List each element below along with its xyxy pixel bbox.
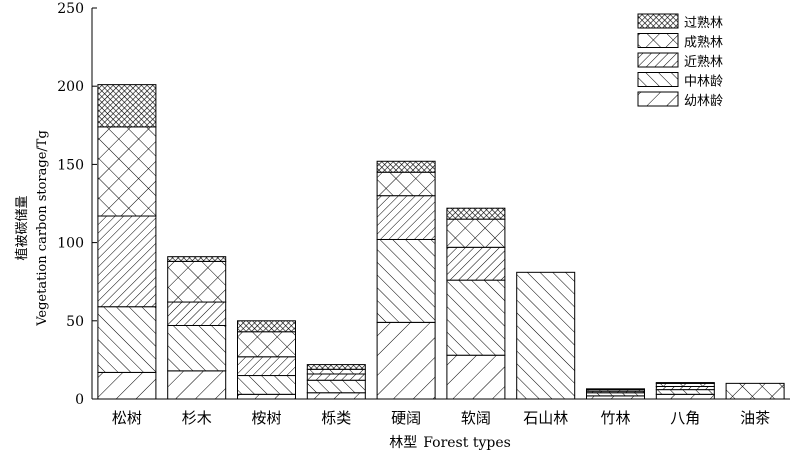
- legend-item: 过熟林: [637, 13, 723, 31]
- legend-label: 成熟林: [684, 35, 723, 51]
- bar-segment: [167, 370, 227, 400]
- y-tick-label: 250: [57, 1, 84, 17]
- bar-segment: [237, 393, 296, 400]
- bar-segment: [586, 388, 645, 391]
- bar-stack: [725, 382, 785, 400]
- bar-segment: [306, 368, 366, 375]
- bar-segment: [237, 320, 296, 333]
- legend-item: 中林龄: [637, 72, 723, 90]
- x-axis-label: 林型 Forest types: [389, 435, 511, 451]
- bar-segment: [306, 379, 366, 394]
- legend-item: 成熟林: [637, 33, 723, 51]
- bar-segment: [167, 256, 227, 262]
- bar-segment: [446, 207, 506, 220]
- bar-stack: [446, 207, 506, 400]
- x-axis-label-cn: 林型: [389, 435, 417, 451]
- legend-label: 近熟林: [684, 54, 723, 70]
- x-tick-label: 软阔: [461, 409, 491, 427]
- bar-segment: [655, 393, 715, 400]
- bar-stack: [655, 382, 715, 400]
- bar-segment: [97, 371, 157, 400]
- y-axis: 0 50 100 150 200 250: [57, 1, 97, 408]
- bar-segment: [97, 306, 157, 373]
- y-axis-label-en: Vegetation carbon storage/Tg: [35, 130, 50, 327]
- x-tick-label: 松树: [112, 409, 142, 427]
- x-tick-label: 竹林: [600, 409, 630, 427]
- bar-segment: [446, 246, 506, 281]
- bar-segment: [237, 331, 296, 358]
- y-axis-label-cn: 植被碳储量: [15, 195, 30, 260]
- bar-stack: [586, 388, 645, 400]
- bar-segment: [446, 279, 506, 356]
- bar-segment: [306, 364, 366, 370]
- x-axis: 松树 杉木 桉树 栎类 硬阔 软阔 石山林 竹林 八角 油茶: [92, 394, 790, 427]
- bar-stack: [516, 271, 576, 400]
- bar-segment: [97, 84, 157, 128]
- bar-segment: [655, 382, 715, 384]
- x-tick-label: 杉木: [182, 409, 212, 427]
- bar-stack: [237, 320, 296, 400]
- bar-segment: [97, 215, 157, 308]
- legend-swatch: [637, 91, 679, 107]
- x-tick-label: 硬阔: [391, 409, 421, 427]
- bar-stack: [167, 256, 227, 400]
- bar-segment: [376, 238, 436, 323]
- bar-stack: [306, 364, 366, 400]
- bar-stack: [376, 160, 436, 400]
- y-tick-label: 200: [57, 79, 84, 95]
- legend-item: 幼林龄: [637, 91, 723, 109]
- legend-label: 幼林龄: [684, 94, 723, 109]
- legend-label: 过熟林: [684, 15, 723, 31]
- bar-segment: [97, 126, 157, 217]
- bar-segment: [655, 389, 715, 395]
- x-axis-label-en: Forest types: [423, 435, 511, 451]
- x-tick-label: 石山林: [523, 409, 568, 427]
- y-tick-label: 0: [75, 392, 84, 408]
- bar-segment: [306, 392, 366, 400]
- x-tick-label: 栎类: [321, 409, 351, 427]
- y-tick-label: 100: [57, 236, 84, 252]
- bar-segment: [446, 354, 506, 400]
- legend-swatch: [637, 13, 679, 29]
- legend-label: 中林龄: [684, 75, 723, 90]
- bar-segment: [376, 195, 436, 240]
- bar-stack: [97, 84, 157, 400]
- bar-segment: [376, 171, 436, 197]
- bar-segment: [376, 321, 436, 400]
- x-tick-label: 八角: [670, 409, 700, 427]
- bar-segment: [376, 160, 436, 173]
- legend-swatch: [637, 33, 679, 48]
- bar-segment: [306, 373, 366, 381]
- legend-swatch: [637, 72, 679, 87]
- x-tick-label: 桉树: [251, 409, 281, 427]
- bars-group: [97, 84, 785, 400]
- bar-segment: [446, 218, 506, 248]
- bar-segment: [167, 324, 227, 372]
- legend-swatch: [637, 52, 679, 68]
- y-tick-label: 50: [66, 314, 84, 330]
- legend-item: 近熟林: [637, 52, 723, 70]
- bar-segment: [237, 375, 296, 395]
- bar-segment: [725, 382, 785, 400]
- bar-segment: [167, 260, 227, 303]
- y-tick-label: 150: [57, 157, 84, 173]
- bar-segment: [237, 356, 296, 377]
- bar-segment: [516, 271, 576, 400]
- x-tick-label: 油茶: [740, 409, 770, 427]
- bar-segment: [167, 301, 227, 326]
